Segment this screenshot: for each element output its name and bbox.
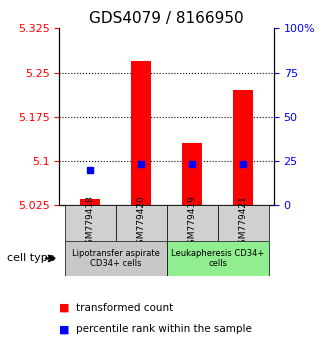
FancyBboxPatch shape: [64, 205, 116, 241]
Bar: [80, 199, 100, 205]
Bar: [182, 143, 202, 205]
Text: Leukapheresis CD34+
cells: Leukapheresis CD34+ cells: [171, 249, 264, 268]
Text: percentile rank within the sample: percentile rank within the sample: [76, 324, 252, 334]
FancyBboxPatch shape: [167, 205, 218, 241]
Bar: [131, 61, 151, 205]
Text: GSM779419: GSM779419: [188, 195, 197, 251]
Text: GSM779421: GSM779421: [239, 196, 248, 250]
FancyBboxPatch shape: [218, 205, 269, 241]
FancyBboxPatch shape: [115, 205, 167, 241]
FancyBboxPatch shape: [167, 241, 269, 276]
Title: GDS4079 / 8166950: GDS4079 / 8166950: [89, 11, 244, 26]
FancyBboxPatch shape: [64, 241, 167, 276]
Text: Lipotransfer aspirate
CD34+ cells: Lipotransfer aspirate CD34+ cells: [72, 249, 159, 268]
Bar: [233, 90, 253, 205]
Text: GSM779418: GSM779418: [85, 195, 94, 251]
Text: ■: ■: [59, 303, 70, 313]
Text: GSM779420: GSM779420: [137, 196, 146, 250]
Text: ■: ■: [59, 324, 70, 334]
Text: cell type: cell type: [7, 253, 54, 263]
Text: transformed count: transformed count: [76, 303, 173, 313]
